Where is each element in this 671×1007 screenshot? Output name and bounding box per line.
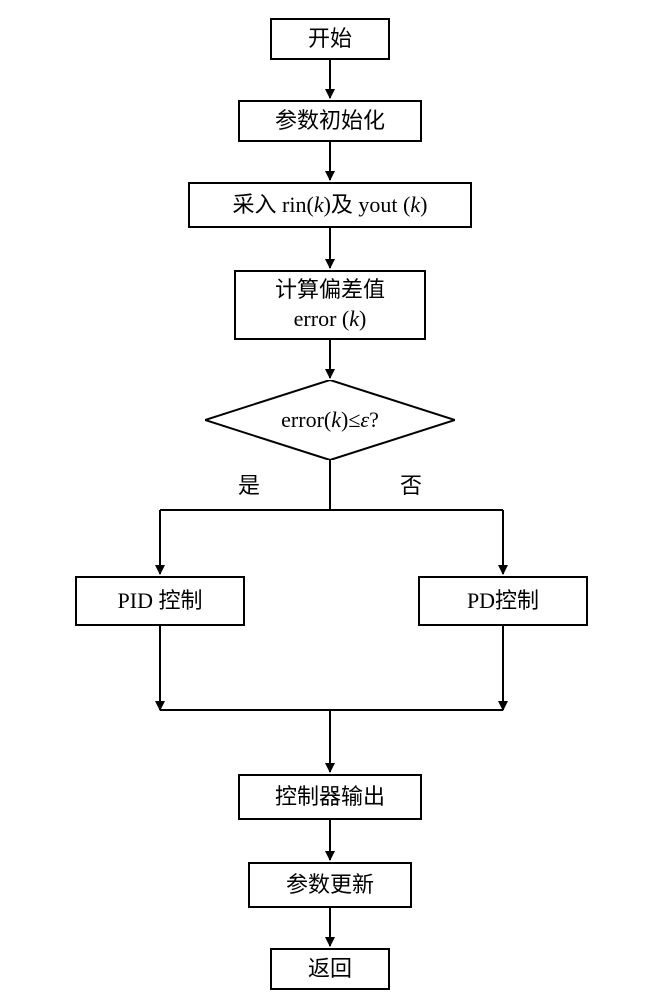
- node-decision-label: error(k)≤ε?: [281, 407, 379, 433]
- node-output: 控制器输出: [238, 774, 422, 820]
- node-init-label: 参数初始化: [275, 107, 385, 136]
- node-return-label: 返回: [308, 955, 352, 984]
- label-no: 否: [400, 468, 422, 500]
- node-update-label: 参数更新: [286, 871, 374, 900]
- node-calc-line2: error (k): [294, 305, 367, 334]
- node-calc-line1: 计算偏差值: [275, 276, 385, 305]
- node-calc: 计算偏差值 error (k): [234, 270, 426, 340]
- node-init: 参数初始化: [238, 100, 422, 142]
- arrows-layer: [0, 0, 671, 1007]
- flowchart-container: 开始 参数初始化 采入 rin(k)及 yout (k) 计算偏差值 error…: [0, 0, 671, 1007]
- node-sample: 采入 rin(k)及 yout (k): [188, 182, 472, 228]
- node-return: 返回: [270, 948, 390, 990]
- node-decision: error(k)≤ε?: [205, 380, 455, 460]
- node-output-label: 控制器输出: [275, 783, 385, 812]
- node-update: 参数更新: [248, 862, 412, 908]
- node-sample-label: 采入 rin(k)及 yout (k): [233, 191, 428, 220]
- node-pid: PID 控制: [75, 576, 245, 626]
- node-pd: PD控制: [418, 576, 588, 626]
- node-start-label: 开始: [308, 25, 352, 54]
- node-pid-label: PID 控制: [118, 587, 203, 616]
- node-start: 开始: [270, 18, 390, 60]
- node-pd-label: PD控制: [467, 587, 539, 616]
- label-yes: 是: [238, 468, 260, 500]
